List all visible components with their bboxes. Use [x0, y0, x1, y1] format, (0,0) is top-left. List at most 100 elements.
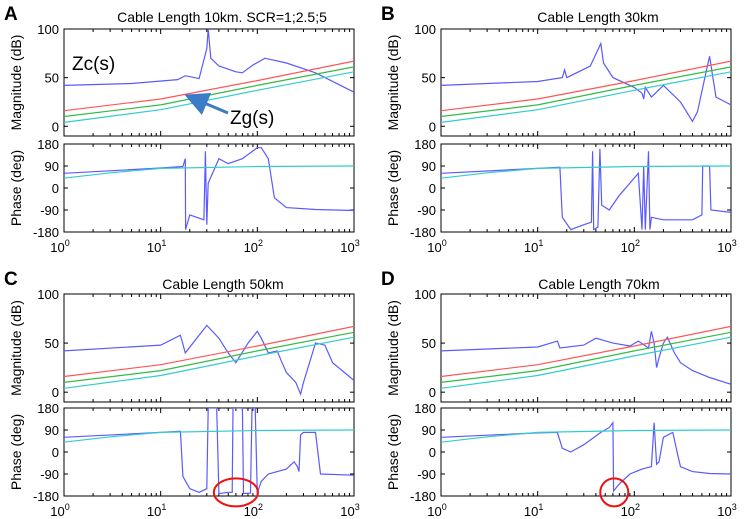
y-tick-label: 0: [52, 445, 59, 460]
x-tick-label: 101: [524, 502, 543, 519]
magnitude-series-group: [441, 325, 731, 389]
x-tick-label: 102: [244, 238, 263, 255]
y-tick-label: -180: [410, 489, 436, 504]
y-tick-label: 0: [429, 181, 436, 196]
y-tick-label: 0: [52, 181, 59, 196]
panel-letter: C: [4, 269, 18, 290]
magnitude-axes: 0 50 100 Magnitude (dB): [385, 287, 732, 403]
series-zc-s-: [441, 41, 731, 123]
y-axis-label: Phase (deg): [385, 150, 401, 226]
phase-plot-frame: [63, 407, 355, 497]
y-axis-label: Magnitude (dB): [8, 35, 24, 131]
chart-title: Cable Length 70km: [538, 276, 659, 292]
y-tick-label: -90: [417, 467, 436, 482]
phase-axes: -180 -90 0 90 180 Phase (deg): [8, 137, 355, 240]
y-tick-label: 100: [37, 287, 59, 302]
series-zg: [441, 429, 731, 443]
phase-plot-frame: [440, 143, 732, 233]
chart-title: Cable Length 50km: [162, 276, 283, 292]
x-tick-label: 100: [427, 238, 446, 255]
y-tick-label: 90: [45, 159, 59, 174]
y-tick-label: 50: [422, 336, 436, 351]
panel-letter: B: [381, 4, 395, 25]
y-axis-label: Phase (deg): [385, 414, 401, 490]
series-zc-s-: [441, 148, 731, 231]
magnitude-axes: 0 50 100 Magnitude (dB): [8, 22, 355, 137]
y-axis-label: Magnitude (dB): [385, 35, 401, 131]
chart-title: Cable Length 10km. SCR=1;2.5;5: [117, 9, 327, 25]
series-zc-s-: [441, 420, 731, 493]
x-tick-label: 102: [621, 502, 640, 519]
y-axis-label: Phase (deg): [8, 414, 24, 490]
y-tick-label: -180: [410, 225, 436, 240]
magnitude-plot-frame: [440, 293, 732, 403]
annotations: Zc(s) Zg(s): [72, 54, 274, 129]
panel-a: A Cable Length 10km. SCR=1;2.5;5 0 50 100 Mag…: [4, 4, 360, 255]
x-tick-label: 100: [427, 502, 446, 519]
y-tick-label: 100: [414, 287, 436, 302]
y-tick-label: 50: [422, 71, 436, 86]
phase-plot-frame: [440, 407, 732, 497]
phase-series-group: [441, 420, 731, 493]
y-tick-label: 180: [414, 401, 436, 416]
x-tick-label: 101: [147, 502, 166, 519]
x-tick-label: 101: [524, 238, 543, 255]
y-tick-label: 100: [37, 22, 59, 37]
series-zg-scr-1: [441, 60, 731, 112]
y-tick-label: 0: [52, 119, 59, 134]
annotation-zg: Zg(s): [230, 108, 274, 129]
series-zc-s-: [64, 147, 354, 230]
series-zg-scr-2-5: [64, 331, 354, 383]
y-axis-label: Magnitude (dB): [8, 300, 24, 396]
x-tick-label: 100: [50, 238, 69, 255]
y-tick-label: 90: [422, 159, 436, 174]
x-tick-label: 103: [340, 238, 359, 255]
series-zg-scr-1: [64, 325, 354, 378]
phase-plot-frame: [63, 143, 355, 233]
phase-series-group: [64, 408, 354, 495]
magnitude-axes: 0 50 100 Magnitude (dB): [385, 22, 732, 137]
series-zg-scr-5: [441, 336, 731, 389]
series-zg: [64, 165, 354, 179]
panel-c: C Cable Length 50km 0 50 100 Magnitude (dB) -1…: [4, 269, 360, 519]
y-tick-label: 180: [37, 137, 59, 152]
series-zc-s-: [64, 29, 354, 93]
series-zg-scr-5: [441, 71, 731, 123]
series-zc-s-: [64, 324, 354, 397]
x-tick-label: 103: [340, 502, 359, 519]
series-zg-scr-5: [64, 336, 354, 389]
x-tick-label: 103: [717, 502, 736, 519]
magnitude-plot-frame: [440, 28, 732, 137]
phase-series-group: [441, 148, 731, 231]
y-tick-label: 0: [429, 385, 436, 400]
y-tick-label: -180: [33, 225, 59, 240]
magnitude-series-group: [441, 41, 731, 123]
phase-axes: -180 -90 0 90 180 Phase (deg): [385, 401, 732, 504]
magnitude-plot-frame: [63, 28, 355, 137]
chart-title: Cable Length 30km: [537, 9, 658, 25]
x-tick-label: 102: [621, 238, 640, 255]
series-zg: [441, 165, 731, 179]
y-tick-label: 0: [429, 119, 436, 134]
y-tick-label: -90: [40, 467, 59, 482]
y-tick-label: 50: [45, 336, 59, 351]
phase-series-group: [64, 147, 354, 230]
y-axis-label: Magnitude (dB): [385, 300, 401, 396]
panel-b: B Cable Length 30km 0 50 100 Magnitude (dB) -1…: [381, 4, 737, 255]
series-zc-s-: [64, 408, 354, 495]
series-zc-s-: [441, 331, 731, 385]
highlight-ellipse: [212, 477, 259, 508]
panel-letter: A: [4, 4, 18, 25]
magnitude-series-group: [64, 324, 354, 397]
phase-axes: -180 -90 0 90 180 Phase (deg): [8, 401, 355, 504]
y-tick-label: 90: [45, 423, 59, 438]
x-tick-label: 100: [50, 502, 69, 519]
y-tick-label: 0: [429, 445, 436, 460]
phase-axes: -180 -90 0 90 180 Phase (deg): [385, 137, 732, 240]
series-zg-scr-1: [64, 60, 354, 112]
series-zg-scr-1: [441, 325, 731, 378]
series-zg-scr-2-5: [441, 331, 731, 383]
y-tick-label: -180: [33, 489, 59, 504]
y-tick-label: 0: [52, 385, 59, 400]
